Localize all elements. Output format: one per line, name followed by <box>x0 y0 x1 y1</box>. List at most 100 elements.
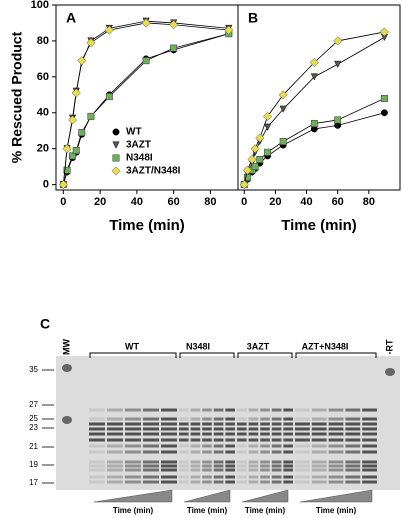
gel-band <box>225 444 235 448</box>
gel-band <box>362 427 377 431</box>
gel-band <box>107 417 123 421</box>
gel-band <box>202 450 212 454</box>
gel-band <box>295 408 310 412</box>
gel-band <box>107 450 123 454</box>
gel-band <box>161 480 177 484</box>
lane-label: AZT+N348I <box>302 341 349 351</box>
lane-bracket <box>295 352 377 358</box>
gel-band <box>271 460 282 464</box>
gel-band <box>202 417 212 421</box>
gel-band <box>260 422 270 426</box>
lane-label: 3AZT <box>247 341 270 351</box>
point <box>333 36 343 46</box>
gel-band <box>260 460 270 464</box>
gel-band <box>271 432 282 436</box>
point <box>170 44 178 52</box>
gel-band <box>248 408 259 412</box>
point <box>62 144 72 154</box>
gel-band <box>295 464 310 468</box>
point <box>104 25 114 35</box>
gel-band <box>328 438 344 442</box>
gel-band <box>345 450 361 454</box>
point <box>334 60 342 69</box>
gel-band <box>161 408 177 412</box>
gel-band <box>107 480 123 484</box>
gel-band <box>89 408 105 412</box>
gel-band <box>362 464 377 468</box>
gel-band <box>179 417 189 421</box>
size-marker-label: 19 <box>29 460 38 469</box>
gel-band <box>311 480 327 484</box>
gel-band <box>161 444 177 448</box>
gel-band <box>237 444 247 448</box>
gel-band <box>328 444 344 448</box>
gel-band <box>161 417 177 421</box>
gel-band <box>179 408 189 412</box>
gel-band <box>107 432 123 436</box>
x-tick-label: 80 <box>363 196 375 208</box>
x-tick-label: 80 <box>204 196 216 208</box>
lane-bracket <box>89 352 177 358</box>
gel-band <box>295 432 310 436</box>
gel-band <box>248 480 259 484</box>
gel-band <box>328 460 344 464</box>
gel-band <box>202 480 212 484</box>
gel-band <box>143 432 159 436</box>
gel-band <box>260 475 270 479</box>
lane-bracket <box>179 352 235 358</box>
gel-band <box>271 464 282 468</box>
gel-band <box>295 480 310 484</box>
gel-band <box>190 427 201 431</box>
gel-band <box>248 432 259 436</box>
point <box>224 25 234 35</box>
gel-band <box>202 422 212 426</box>
lane-bracket <box>237 352 293 358</box>
time-label: Time (min) <box>113 506 154 515</box>
gel-band <box>213 444 224 448</box>
legend-marker <box>112 128 120 136</box>
gel-band <box>362 480 377 484</box>
gel-band <box>260 450 270 454</box>
gel-band <box>143 408 159 412</box>
gel-band <box>125 422 141 426</box>
gel-band <box>190 450 201 454</box>
gel-band <box>248 450 259 454</box>
gel-band <box>179 468 189 472</box>
gel-band <box>143 422 159 426</box>
gel-band <box>271 444 282 448</box>
gel-band <box>225 422 235 426</box>
gel-band <box>295 444 310 448</box>
gel-band <box>248 438 259 442</box>
legend-marker <box>112 154 120 162</box>
gel-band <box>362 468 377 472</box>
plot-frame <box>237 4 401 191</box>
point <box>141 18 151 28</box>
gel-band <box>107 408 123 412</box>
gel-band <box>179 438 189 442</box>
gel-band <box>125 438 141 442</box>
gel-band <box>248 460 259 464</box>
gel-band <box>345 422 361 426</box>
gel-band <box>311 417 327 421</box>
gel-band <box>202 438 212 442</box>
gel-band <box>179 450 189 454</box>
size-marker-label: 17 <box>29 478 38 487</box>
time-label: Time (min) <box>187 506 228 515</box>
gel-band <box>362 432 377 436</box>
gel-band <box>190 408 201 412</box>
size-marker-label: 23 <box>29 423 38 432</box>
x-axis-label: Time (min) <box>281 217 357 234</box>
gel-spot <box>385 368 395 376</box>
gel-band <box>107 438 123 442</box>
gel-band <box>143 450 159 454</box>
gel-band <box>345 460 361 464</box>
gel-band <box>295 450 310 454</box>
gel-band <box>237 460 247 464</box>
gel-band <box>362 438 377 442</box>
gel-band <box>237 475 247 479</box>
gel-band <box>311 427 327 431</box>
legend-marker <box>112 141 120 149</box>
gel-band <box>362 450 377 454</box>
y-tick-label: 0 <box>43 179 49 191</box>
